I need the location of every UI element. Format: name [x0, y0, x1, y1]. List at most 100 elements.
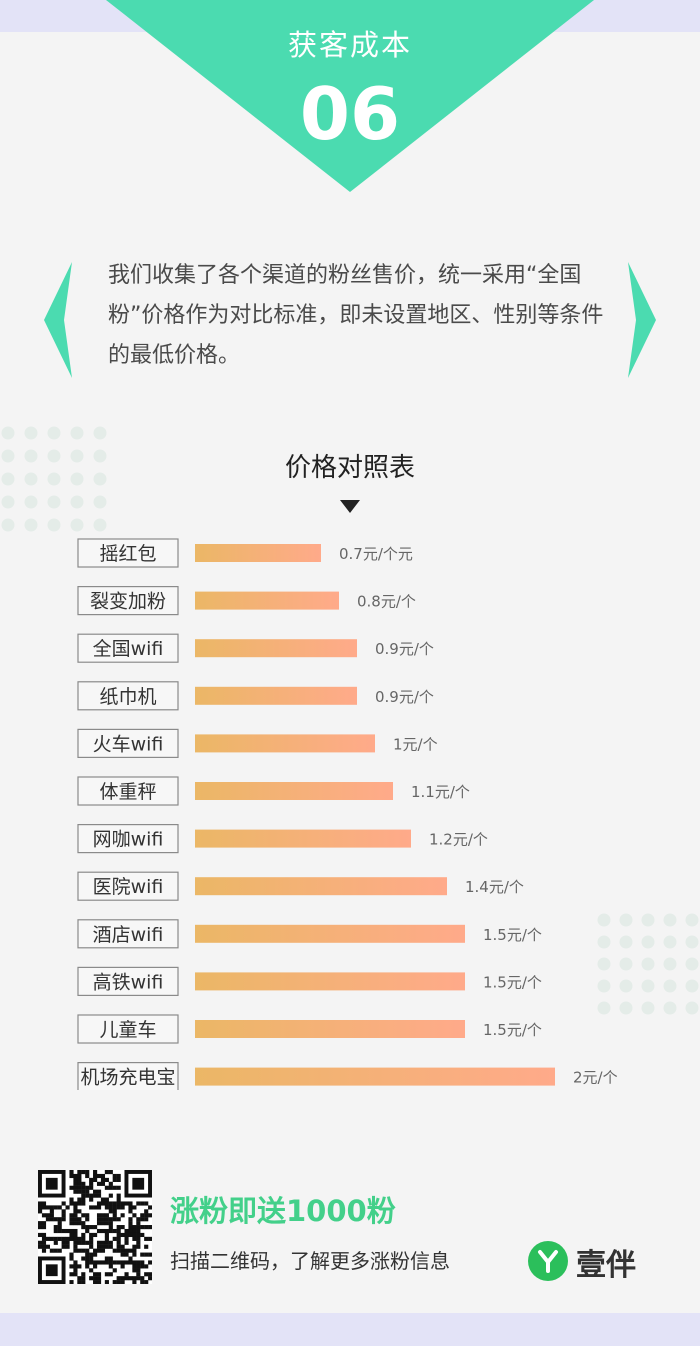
decorative-dot [663, 1001, 677, 1015]
price-bar [195, 829, 411, 848]
decorative-dot [663, 957, 677, 971]
decorative-dot [1, 518, 15, 532]
decorative-dot [619, 1001, 633, 1015]
decorative-dot [685, 1001, 699, 1015]
category-label-box [77, 776, 179, 806]
decorative-dot [70, 472, 84, 486]
category-label-box [77, 633, 179, 663]
decorative-dot [47, 426, 61, 440]
decorative-dot [47, 518, 61, 532]
value-label: 1.4元/个 [465, 878, 524, 896]
value-label: 2元/个 [573, 1069, 618, 1087]
down-arrow-icon [340, 500, 360, 513]
decorative-dot [24, 495, 38, 509]
decorative-dot [685, 979, 699, 993]
price-bar [195, 924, 465, 943]
decorative-dot [47, 472, 61, 486]
decorative-dot [1, 426, 15, 440]
decorative-dot [641, 957, 655, 971]
decorative-dots-right [597, 913, 699, 1015]
decorative-dot [1, 495, 15, 509]
decorative-dot [93, 449, 107, 463]
intro-text: 我们收集了各个渠道的粉丝售价，统一采用“全国粉”价格作为对比标准，即未设置地区、… [108, 263, 604, 368]
decorative-dot [619, 957, 633, 971]
decorative-dot [685, 935, 699, 949]
decorative-dot [70, 426, 84, 440]
decorative-dot [619, 935, 633, 949]
decorative-dot [685, 913, 699, 927]
decorative-dot [70, 449, 84, 463]
category-label-box [77, 681, 179, 711]
promo-subtitle: 扫描二维码，了解更多涨粉信息 [170, 1249, 450, 1273]
decorative-dot [597, 935, 611, 949]
qr-code [38, 1170, 152, 1284]
decorative-dot [597, 979, 611, 993]
category-label: 火车wifi [93, 733, 164, 755]
category-label-box [77, 1061, 179, 1090]
category-label: 高铁wifi [93, 971, 164, 993]
price-bar [195, 686, 357, 705]
value-label: 1.5元/个 [483, 973, 542, 991]
decorative-dot [641, 913, 655, 927]
promo-title: 涨粉即送1000粉 [170, 1194, 396, 1228]
decorative-dot [641, 935, 655, 949]
decorative-dot [47, 449, 61, 463]
category-label: 体重秤 [99, 781, 156, 803]
decorative-dot [663, 979, 677, 993]
decorative-dot [93, 518, 107, 532]
decorative-dot [24, 449, 38, 463]
price-bar [195, 972, 465, 991]
decorative-dot [93, 495, 107, 509]
left-bracket-icon [44, 262, 72, 378]
category-label-box [77, 1014, 179, 1044]
value-label: 1.5元/个 [483, 926, 542, 944]
category-label: 酒店wifi [93, 924, 164, 946]
value-label: 1.5元/个 [483, 1021, 542, 1039]
value-label: 1.2元/个 [429, 831, 488, 849]
decorative-dot [93, 426, 107, 440]
value-label: 0.9元/个 [375, 640, 434, 658]
decorative-dots-left [1, 426, 107, 532]
decorative-dot [663, 913, 677, 927]
brand-name: 壹伴 [576, 1248, 636, 1283]
category-label-box [77, 966, 179, 996]
category-label-box [77, 728, 179, 758]
decorative-dot [24, 472, 38, 486]
category-label-box [77, 824, 179, 854]
category-label-box [77, 919, 179, 949]
decorative-dot [70, 518, 84, 532]
decorative-dot [685, 957, 699, 971]
brand-logo-icon [528, 1241, 568, 1281]
price-bar [195, 1020, 465, 1038]
decorative-dot [47, 495, 61, 509]
decorative-dot [93, 472, 107, 486]
right-bracket-icon [628, 262, 656, 378]
decorative-dot [24, 518, 38, 532]
price-bar [195, 591, 339, 610]
section-number: 06 [299, 72, 401, 156]
decorative-dot [597, 957, 611, 971]
category-label: 儿童车 [99, 1019, 156, 1041]
category-label: 网咖wifi [93, 829, 164, 851]
category-label: 纸巾机 [99, 686, 156, 708]
decorative-dot [641, 979, 655, 993]
category-label: 机场充电宝 [80, 1067, 175, 1089]
price-bar [195, 544, 321, 562]
decorative-dot [70, 495, 84, 509]
decorative-dot [619, 913, 633, 927]
decorative-dot [597, 913, 611, 927]
decorative-dot [597, 1001, 611, 1015]
price-bar [195, 782, 393, 800]
value-label: 0.7元/个元 [339, 545, 413, 563]
header-triangle [106, 0, 594, 192]
category-label: 裂变加粉 [90, 591, 166, 613]
decorative-dot [24, 426, 38, 440]
decorative-dot [641, 1001, 655, 1015]
value-label: 0.8元/个 [357, 593, 416, 611]
section-title: 获客成本 [287, 28, 412, 62]
category-label: 医院wifi [93, 876, 164, 898]
value-label: 1元/个 [393, 735, 438, 753]
category-label: 摇红包 [99, 543, 156, 565]
value-label: 1.1元/个 [411, 783, 470, 801]
